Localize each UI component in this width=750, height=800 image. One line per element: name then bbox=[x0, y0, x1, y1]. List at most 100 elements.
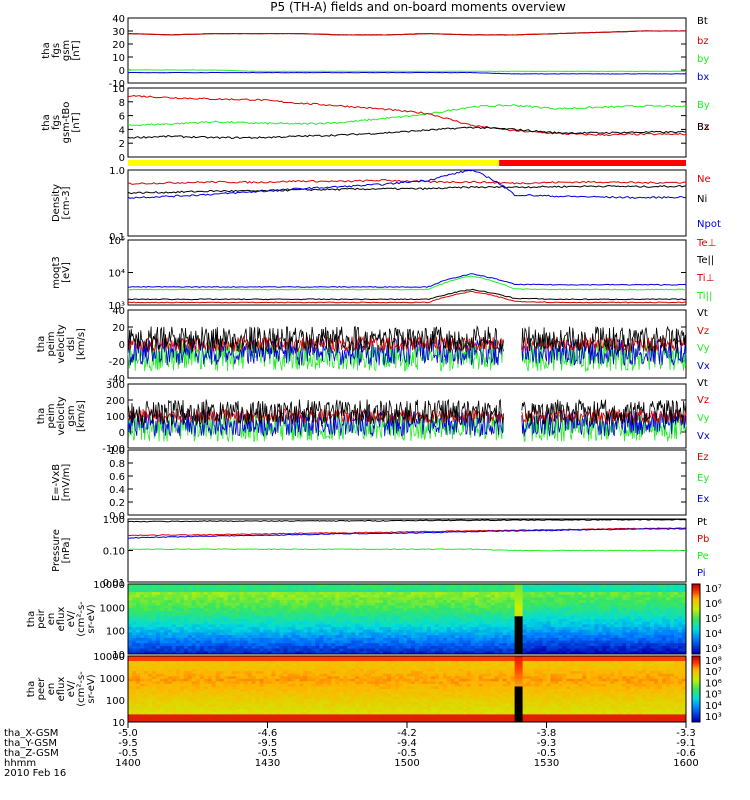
heat-cell bbox=[558, 643, 563, 647]
heat-cell bbox=[255, 648, 260, 652]
heat-cell bbox=[594, 632, 599, 636]
heat-cell bbox=[494, 586, 500, 590]
heat-cell bbox=[139, 584, 145, 588]
heat-cell bbox=[674, 610, 679, 615]
heat-cell bbox=[407, 619, 412, 623]
heat-cell bbox=[275, 673, 280, 677]
heat-cell bbox=[407, 673, 412, 677]
heat-cell bbox=[239, 637, 244, 641]
heat-cell bbox=[422, 651, 428, 655]
colorbar-cell bbox=[692, 601, 700, 604]
heat-cell bbox=[642, 627, 647, 631]
heat-cell bbox=[303, 658, 308, 662]
heat-cell bbox=[147, 658, 153, 662]
heat-cell bbox=[462, 597, 468, 601]
heat-cell bbox=[522, 629, 527, 633]
heat-cell bbox=[414, 661, 420, 665]
heat-cell bbox=[323, 673, 328, 677]
heat-cell bbox=[614, 616, 619, 620]
heat-cell bbox=[363, 627, 368, 631]
heat-cell bbox=[263, 643, 268, 647]
heat-cell bbox=[446, 666, 452, 670]
heat-cell bbox=[235, 600, 240, 604]
heat-cell bbox=[562, 651, 567, 655]
heat-cell bbox=[307, 589, 312, 593]
heat-cell bbox=[243, 673, 248, 677]
heat-cell bbox=[199, 600, 205, 604]
heat-cell bbox=[498, 627, 504, 631]
heat-cell bbox=[175, 666, 181, 670]
heat-cell bbox=[586, 632, 591, 636]
heat-cell bbox=[239, 661, 244, 665]
heat-cell bbox=[299, 645, 304, 650]
heat-cell bbox=[598, 645, 603, 650]
heat-cell bbox=[650, 666, 655, 670]
heat-cell bbox=[371, 666, 376, 670]
heat-cell bbox=[151, 610, 157, 615]
heat-cell bbox=[155, 605, 161, 609]
heat-cell bbox=[267, 624, 272, 628]
heat-cell bbox=[422, 629, 428, 633]
heat-cell bbox=[534, 605, 539, 609]
heat-cell bbox=[395, 668, 400, 672]
heat-cell bbox=[578, 627, 583, 631]
heat-cell bbox=[147, 627, 153, 631]
heat-cell bbox=[275, 584, 280, 588]
heat-cell bbox=[247, 640, 252, 644]
heat-cell bbox=[179, 648, 185, 652]
heat-cell bbox=[650, 597, 655, 601]
heat-cell bbox=[502, 586, 508, 590]
heat-cell bbox=[414, 632, 420, 636]
heat-cell bbox=[207, 656, 213, 659]
heat-cell bbox=[199, 605, 205, 609]
series-te⊥ bbox=[127, 291, 687, 304]
heat-cell bbox=[414, 656, 420, 659]
heat-cell bbox=[387, 632, 392, 636]
heat-cell bbox=[271, 586, 276, 590]
heat-cell bbox=[550, 658, 555, 662]
heat-cell bbox=[518, 600, 523, 604]
heat-cell bbox=[351, 673, 356, 677]
heat-cell bbox=[446, 610, 452, 615]
heat-cell bbox=[678, 619, 683, 623]
heat-cell bbox=[387, 584, 392, 588]
heat-cell bbox=[191, 666, 197, 670]
heat-cell bbox=[666, 668, 671, 672]
heat-cell bbox=[255, 589, 260, 593]
heat-cell bbox=[474, 632, 480, 636]
heat-cell bbox=[662, 616, 667, 620]
heat-cell bbox=[367, 619, 372, 623]
heat-cell bbox=[618, 592, 623, 596]
heat-cell bbox=[626, 635, 631, 639]
heat-cell bbox=[227, 594, 233, 598]
heat-cell bbox=[490, 658, 496, 662]
heat-cell bbox=[235, 648, 240, 652]
heat-cell bbox=[175, 640, 181, 644]
heat-cell bbox=[470, 610, 476, 615]
heat-cell bbox=[410, 632, 416, 636]
heat-cell bbox=[343, 610, 348, 615]
heat-cell bbox=[311, 648, 316, 652]
heat-cell bbox=[582, 658, 587, 662]
heat-cell bbox=[554, 643, 559, 647]
heat-cell bbox=[590, 648, 595, 652]
heat-cell bbox=[478, 621, 484, 625]
heat-cell bbox=[291, 602, 296, 606]
heat-cell bbox=[626, 586, 631, 590]
heat-cell bbox=[347, 629, 352, 633]
heat-cell bbox=[434, 637, 440, 641]
heat-cell bbox=[618, 584, 623, 588]
heat-cell bbox=[598, 627, 603, 631]
heat-cell bbox=[391, 605, 396, 609]
heat-cell bbox=[339, 624, 344, 628]
heat-cell bbox=[251, 632, 256, 636]
heat-cell bbox=[434, 668, 440, 672]
heat-cell bbox=[391, 619, 396, 623]
heat-cell bbox=[510, 589, 516, 593]
heat-cell bbox=[215, 608, 221, 612]
heat-cell bbox=[323, 586, 328, 590]
heat-cell bbox=[482, 584, 488, 588]
heat-cell bbox=[598, 671, 603, 675]
heat-cell bbox=[151, 648, 157, 652]
heat-cell bbox=[634, 627, 639, 631]
